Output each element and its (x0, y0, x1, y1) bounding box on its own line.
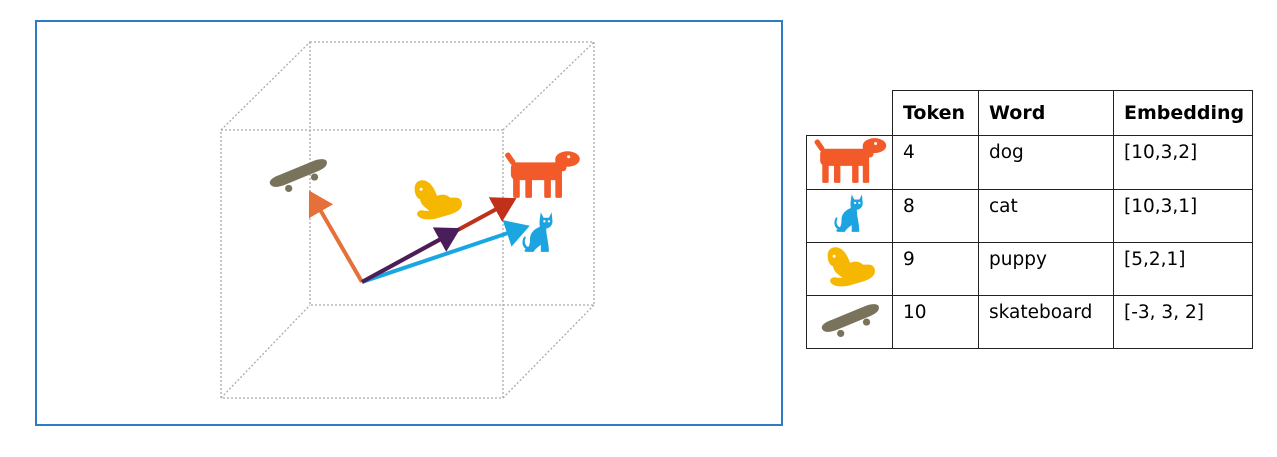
puppy-icon (806, 242, 893, 296)
cube-back-face (309, 41, 595, 306)
word-cell: puppy (978, 242, 1114, 296)
cube-edge (502, 304, 595, 399)
cat-vector-arrow (361, 220, 530, 284)
puppy-vector-arrow (361, 227, 461, 284)
cube-edge (220, 41, 311, 131)
embedding-cell: [5,2,1] (1113, 242, 1253, 296)
word-cell: dog (978, 135, 1114, 190)
table-header-corner (806, 90, 893, 136)
cube-edge (502, 41, 595, 131)
embedding-cell: [10,3,2] (1113, 135, 1253, 190)
skateboard-icon (269, 159, 327, 193)
word-cell: cat (978, 189, 1114, 243)
table-header-row: Token Word Embedding (806, 90, 1253, 136)
embedding-column-header: Embedding (1113, 90, 1253, 136)
table-row: 4 dog [10,3,2] (806, 135, 1253, 190)
skateboard-icon (806, 295, 893, 349)
embedding-space-diagram (35, 20, 783, 426)
wireframe-cube (220, 41, 595, 399)
word-cell: skateboard (978, 295, 1114, 349)
token-cell: 8 (892, 189, 979, 243)
cat-icon (806, 189, 893, 243)
token-cell: 10 (892, 295, 979, 349)
word-column-header: Word (978, 90, 1114, 136)
cube-edge (220, 304, 311, 399)
cube-front-face (220, 129, 504, 399)
table-row: 8 cat [10,3,1] (806, 189, 1253, 243)
puppy-icon (414, 180, 462, 220)
table-row: 9 puppy [5,2,1] (806, 242, 1253, 296)
embedding-table: Token Word Embedding 4 dog [10,3,2] 8 ca… (806, 90, 1253, 349)
skateboard-vector-arrow (308, 190, 364, 284)
embedding-cell: [10,3,1] (1113, 189, 1253, 243)
table-row: 10 skateboard [-3, 3, 2] (806, 295, 1253, 349)
embedding-cell: [-3, 3, 2] (1113, 295, 1253, 349)
cat-icon (522, 212, 553, 252)
token-cell: 4 (892, 135, 979, 190)
token-column-header: Token (892, 90, 979, 136)
dog-icon (806, 135, 893, 190)
token-cell: 9 (892, 242, 979, 296)
dog-icon (504, 151, 580, 198)
